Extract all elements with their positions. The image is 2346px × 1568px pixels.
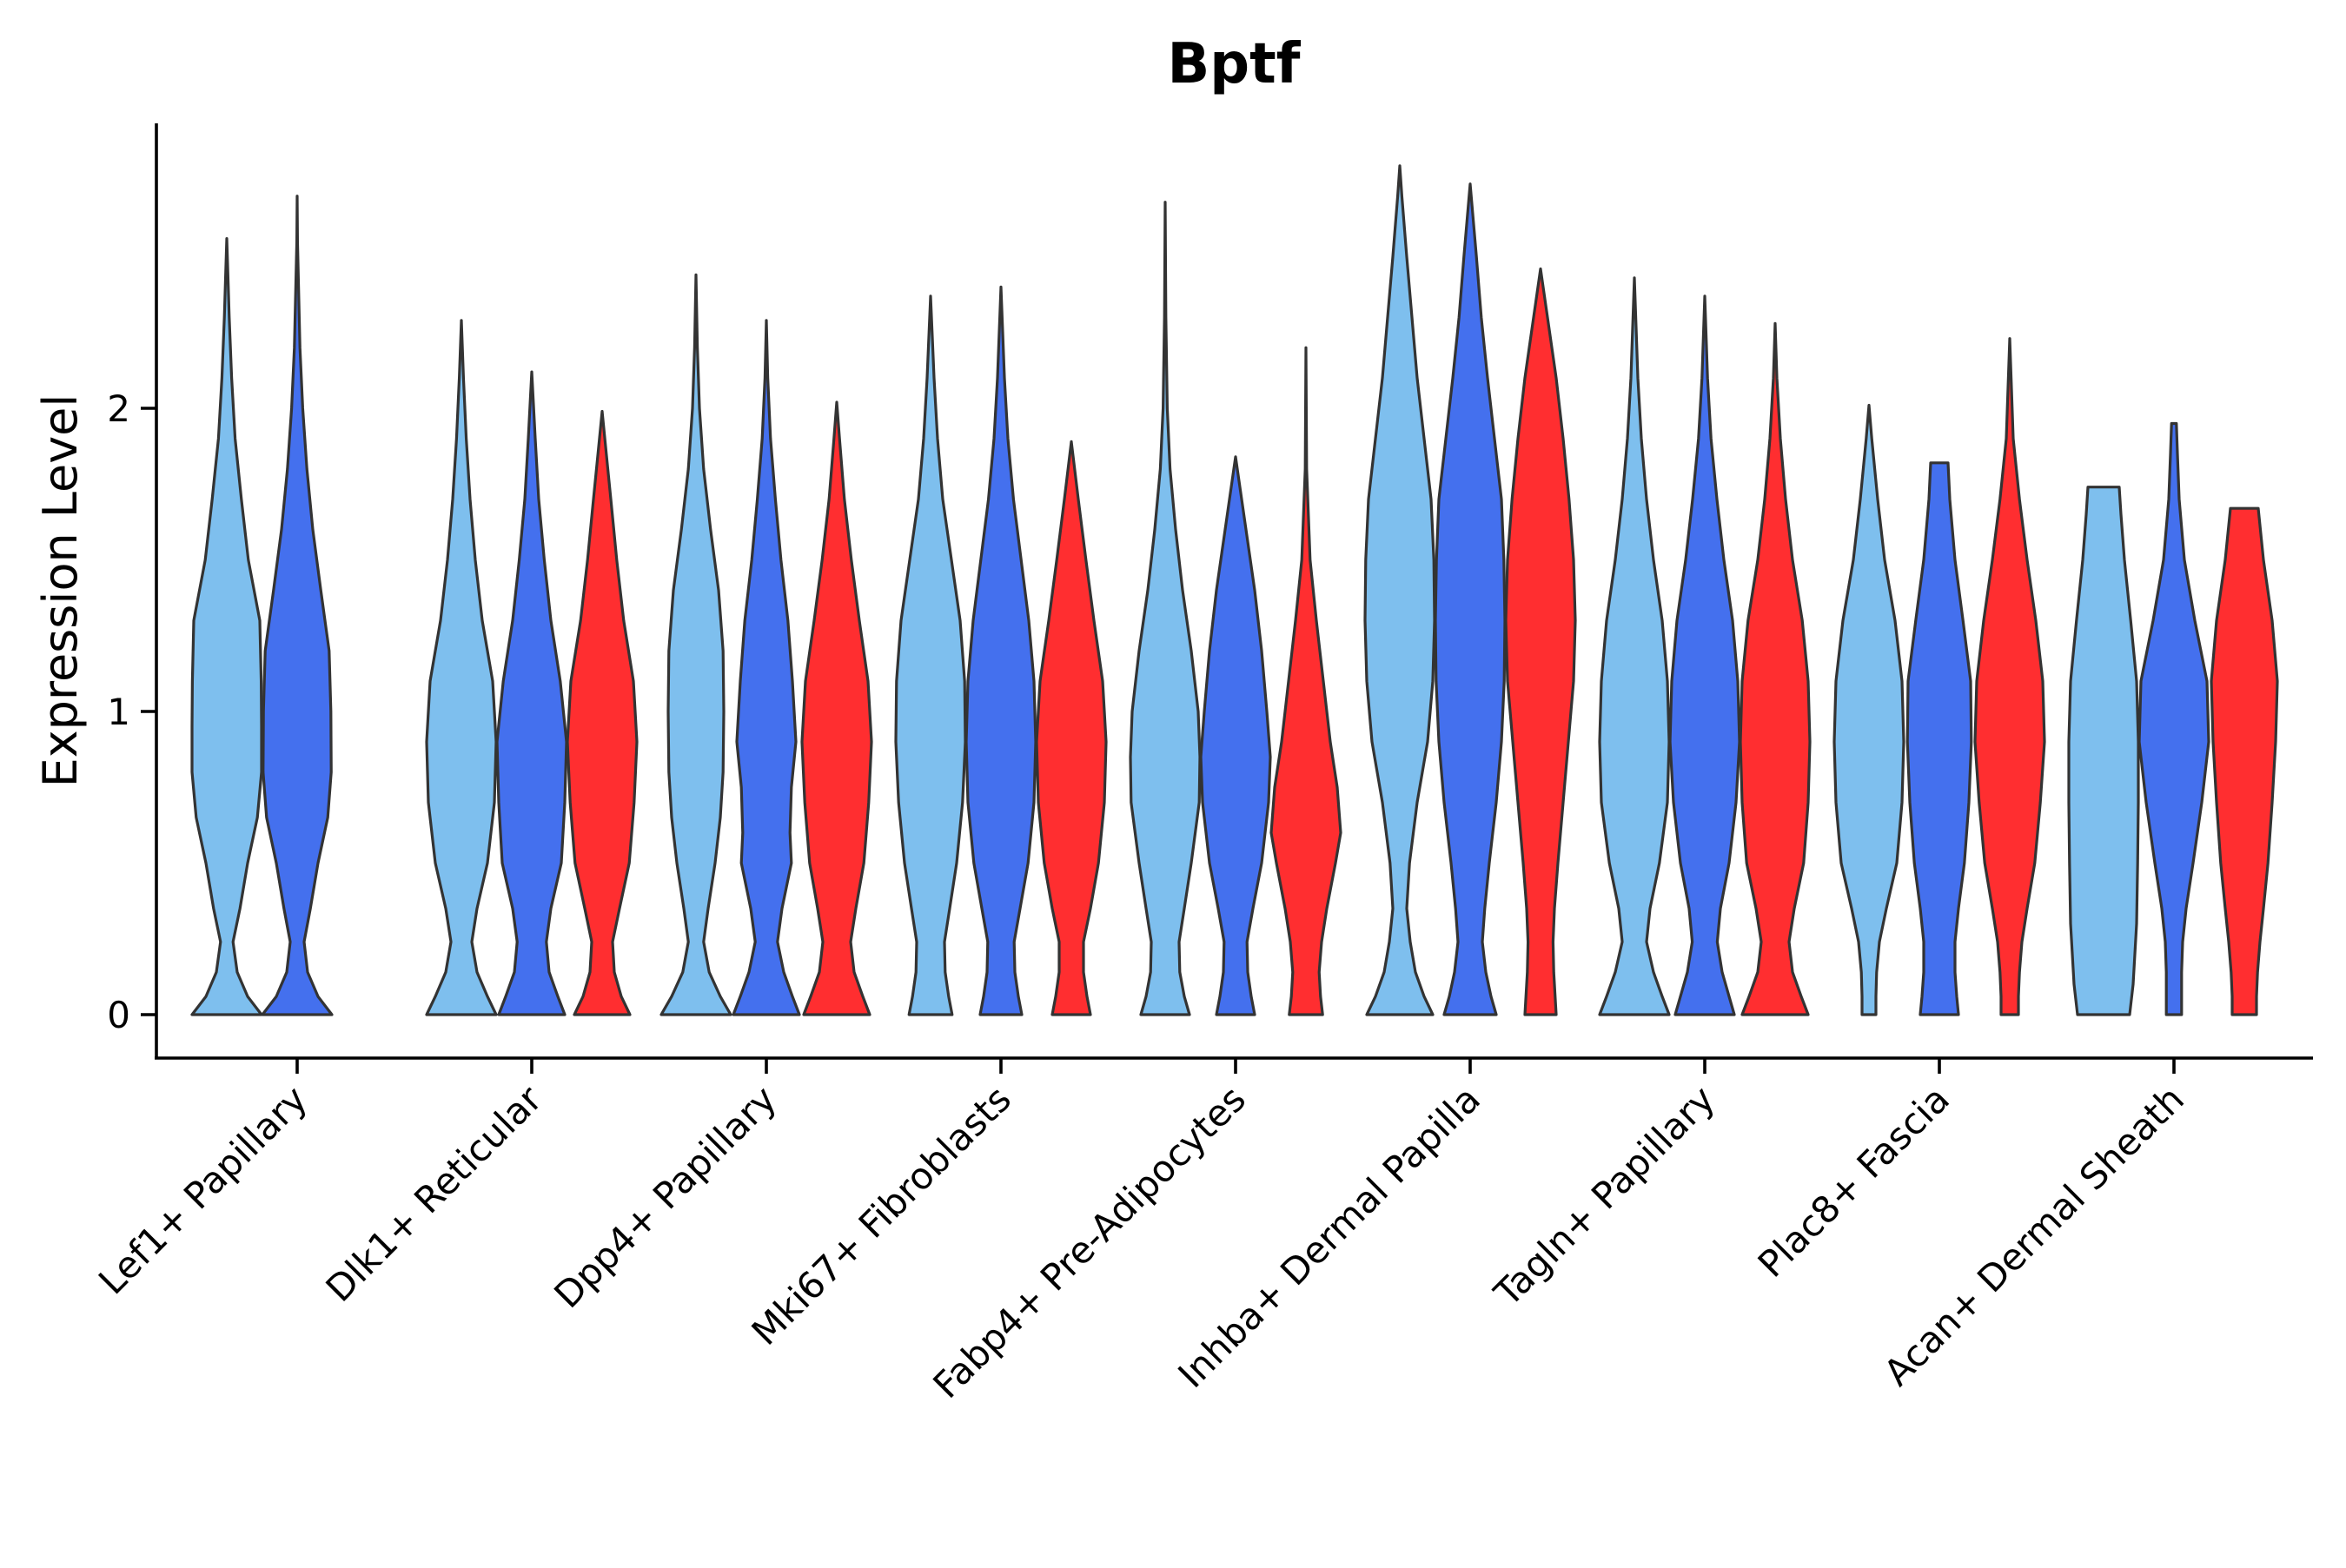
violin-dpp4-papillary-group-0 (659, 273, 732, 1016)
violin-plac8-fascia-group-1 (1905, 461, 1973, 1016)
violin-mki67-fibroblasts-group-0 (894, 294, 967, 1016)
violin-tagln-papillary-group-1 (1668, 294, 1741, 1016)
violin-lef1-papillary-group-0 (190, 237, 263, 1016)
violin-dpp4-papillary-group-2 (800, 400, 873, 1016)
violin-inhba-dermal-papilla-group-2 (1504, 267, 1577, 1016)
x-tick-label: Lef1+ Papillary (90, 1077, 315, 1302)
x-tick-label: Dlk1+ Reticular (318, 1077, 551, 1310)
violin-dlk1-reticular-group-1 (495, 370, 568, 1016)
violin-mki67-fibroblasts-group-1 (964, 285, 1037, 1016)
x-tick-label: Mki67+ Fibroblasts (744, 1077, 1019, 1353)
violin-dpp4-papillary-group-1 (732, 319, 801, 1016)
violin-dlk1-reticular-group-0 (425, 319, 498, 1016)
violin-mki67-fibroblasts-group-2 (1035, 440, 1108, 1016)
x-tick-label: Dpp4+ Papillary (546, 1077, 785, 1316)
y-tick-label: 0 (107, 994, 130, 1036)
y-tick-label: 1 (107, 691, 130, 733)
violin-acan-dermal-sheath-group-1 (2137, 421, 2210, 1016)
x-tick-label: Plac8+ Fascia (1750, 1077, 1958, 1285)
x-tick-label: Tagln+ Papillary (1486, 1077, 1723, 1314)
violin-inhba-dermal-papilla-group-1 (1434, 182, 1507, 1016)
violin-plac8-fascia-group-0 (1832, 403, 1905, 1016)
violin-dlk1-reticular-group-2 (566, 409, 639, 1016)
violins-layer (190, 164, 2279, 1016)
chart-title: Bptf (1167, 32, 1301, 96)
y-axis-title: Expression Level (33, 394, 88, 788)
violin-fabp4-pre-adipocytes-group-1 (1199, 455, 1272, 1016)
violin-acan-dermal-sheath-group-2 (2210, 506, 2279, 1016)
violin-fabp4-pre-adipocytes-group-0 (1129, 201, 1202, 1016)
violin-fabp4-pre-adipocytes-group-2 (1269, 346, 1342, 1016)
violin-acan-dermal-sheath-group-0 (2067, 486, 2140, 1016)
y-ticks-layer: 0 1 2 (107, 387, 156, 1036)
violin-tagln-papillary-group-2 (1739, 321, 1812, 1016)
violin-plac8-fascia-group-2 (1973, 337, 2046, 1016)
violin-lef1-papillary-group-1 (261, 195, 334, 1016)
violin-inhba-dermal-papilla-group-0 (1363, 164, 1436, 1016)
violin-tagln-papillary-group-0 (1598, 276, 1671, 1016)
y-tick-label: 2 (107, 387, 130, 430)
